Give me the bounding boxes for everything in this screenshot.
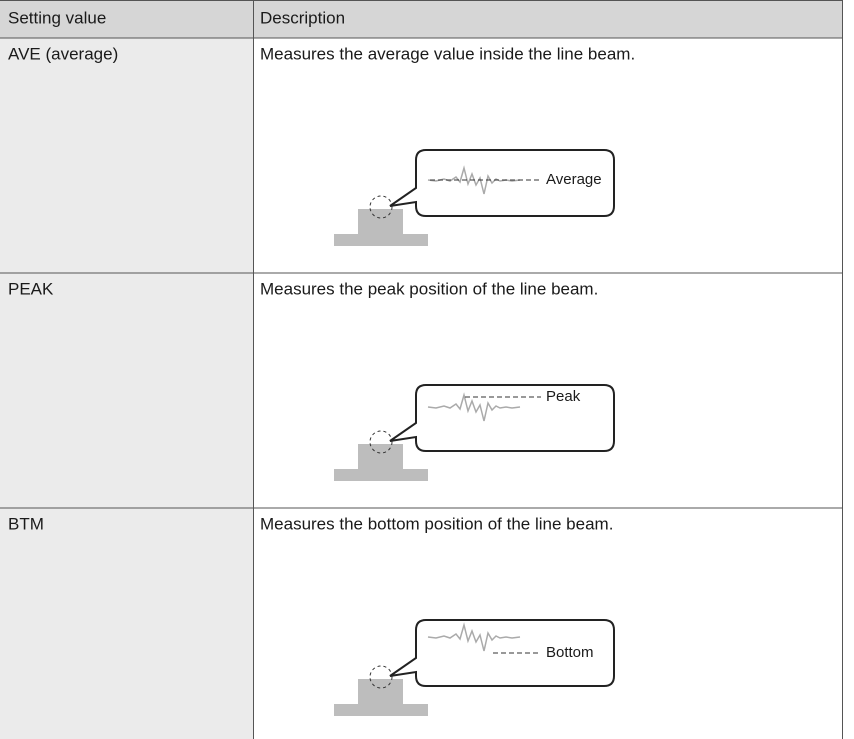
setting-cell: BTM: [8, 514, 44, 533]
base-block: [334, 704, 428, 716]
diagram-label: Bottom: [546, 644, 594, 661]
header-background: [0, 0, 843, 38]
row: PEAK Measures the peak position of the li…: [8, 279, 615, 481]
setting-cell: AVE (average): [8, 44, 118, 63]
beam-waveform: [427, 392, 521, 422]
work-block: [358, 679, 403, 704]
description-cell: Measures the average value inside the li…: [260, 44, 635, 63]
focus-circle: [369, 195, 393, 219]
base-block: [334, 469, 428, 481]
row: BTM Measures the bottom position of the l…: [8, 514, 615, 716]
left-column-background: [0, 38, 253, 739]
focus-circle: [369, 665, 393, 689]
diagram-label: Peak: [546, 388, 581, 405]
work-block: [358, 209, 403, 234]
row: AVE (average) Measures the average value …: [8, 44, 635, 246]
header-cell: Description: [260, 8, 345, 27]
diagram-label: Average: [546, 171, 602, 188]
work-block: [358, 444, 403, 469]
callout-bubble: [389, 384, 615, 452]
description-cell: Measures the peak position of the line b…: [260, 279, 598, 298]
setting-cell: PEAK: [8, 279, 54, 298]
header-cell: Setting value: [8, 8, 106, 27]
description-cell: Measures the bottom position of the line…: [260, 514, 613, 533]
base-block: [334, 234, 428, 246]
callout-bubble: [389, 149, 615, 217]
beam-waveform: [427, 622, 521, 652]
beam-waveform: [427, 165, 521, 195]
focus-circle: [369, 430, 393, 454]
